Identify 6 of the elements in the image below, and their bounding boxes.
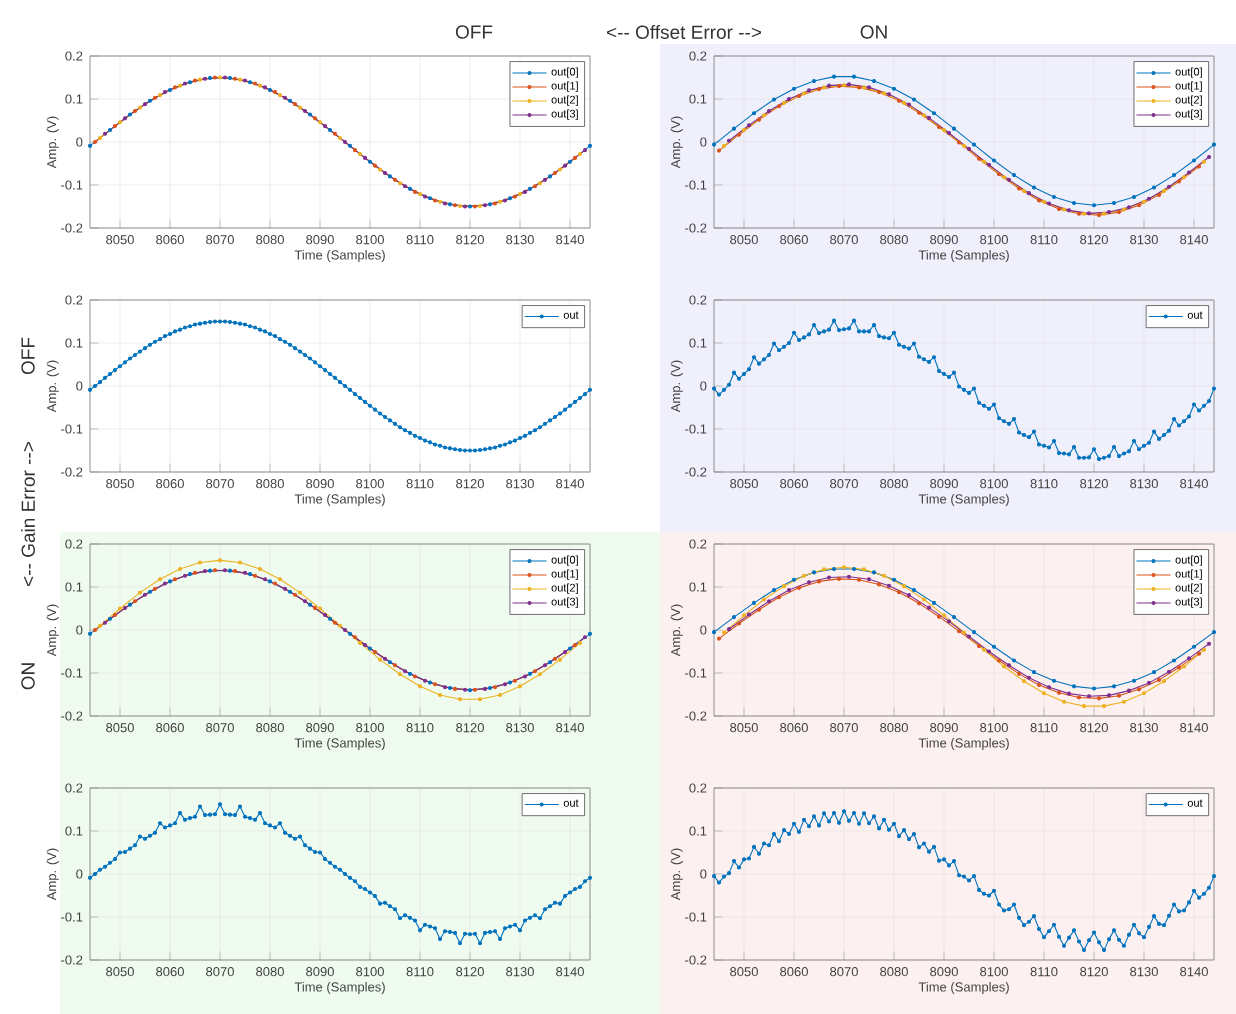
text: OFF bbox=[21, 337, 35, 375]
text: OFF bbox=[455, 25, 493, 39]
text: <-- Gain Error --> bbox=[21, 442, 35, 586]
text: <-- Offset Error --> bbox=[607, 25, 762, 39]
text: ON bbox=[21, 663, 35, 690]
text: ON bbox=[860, 25, 887, 39]
